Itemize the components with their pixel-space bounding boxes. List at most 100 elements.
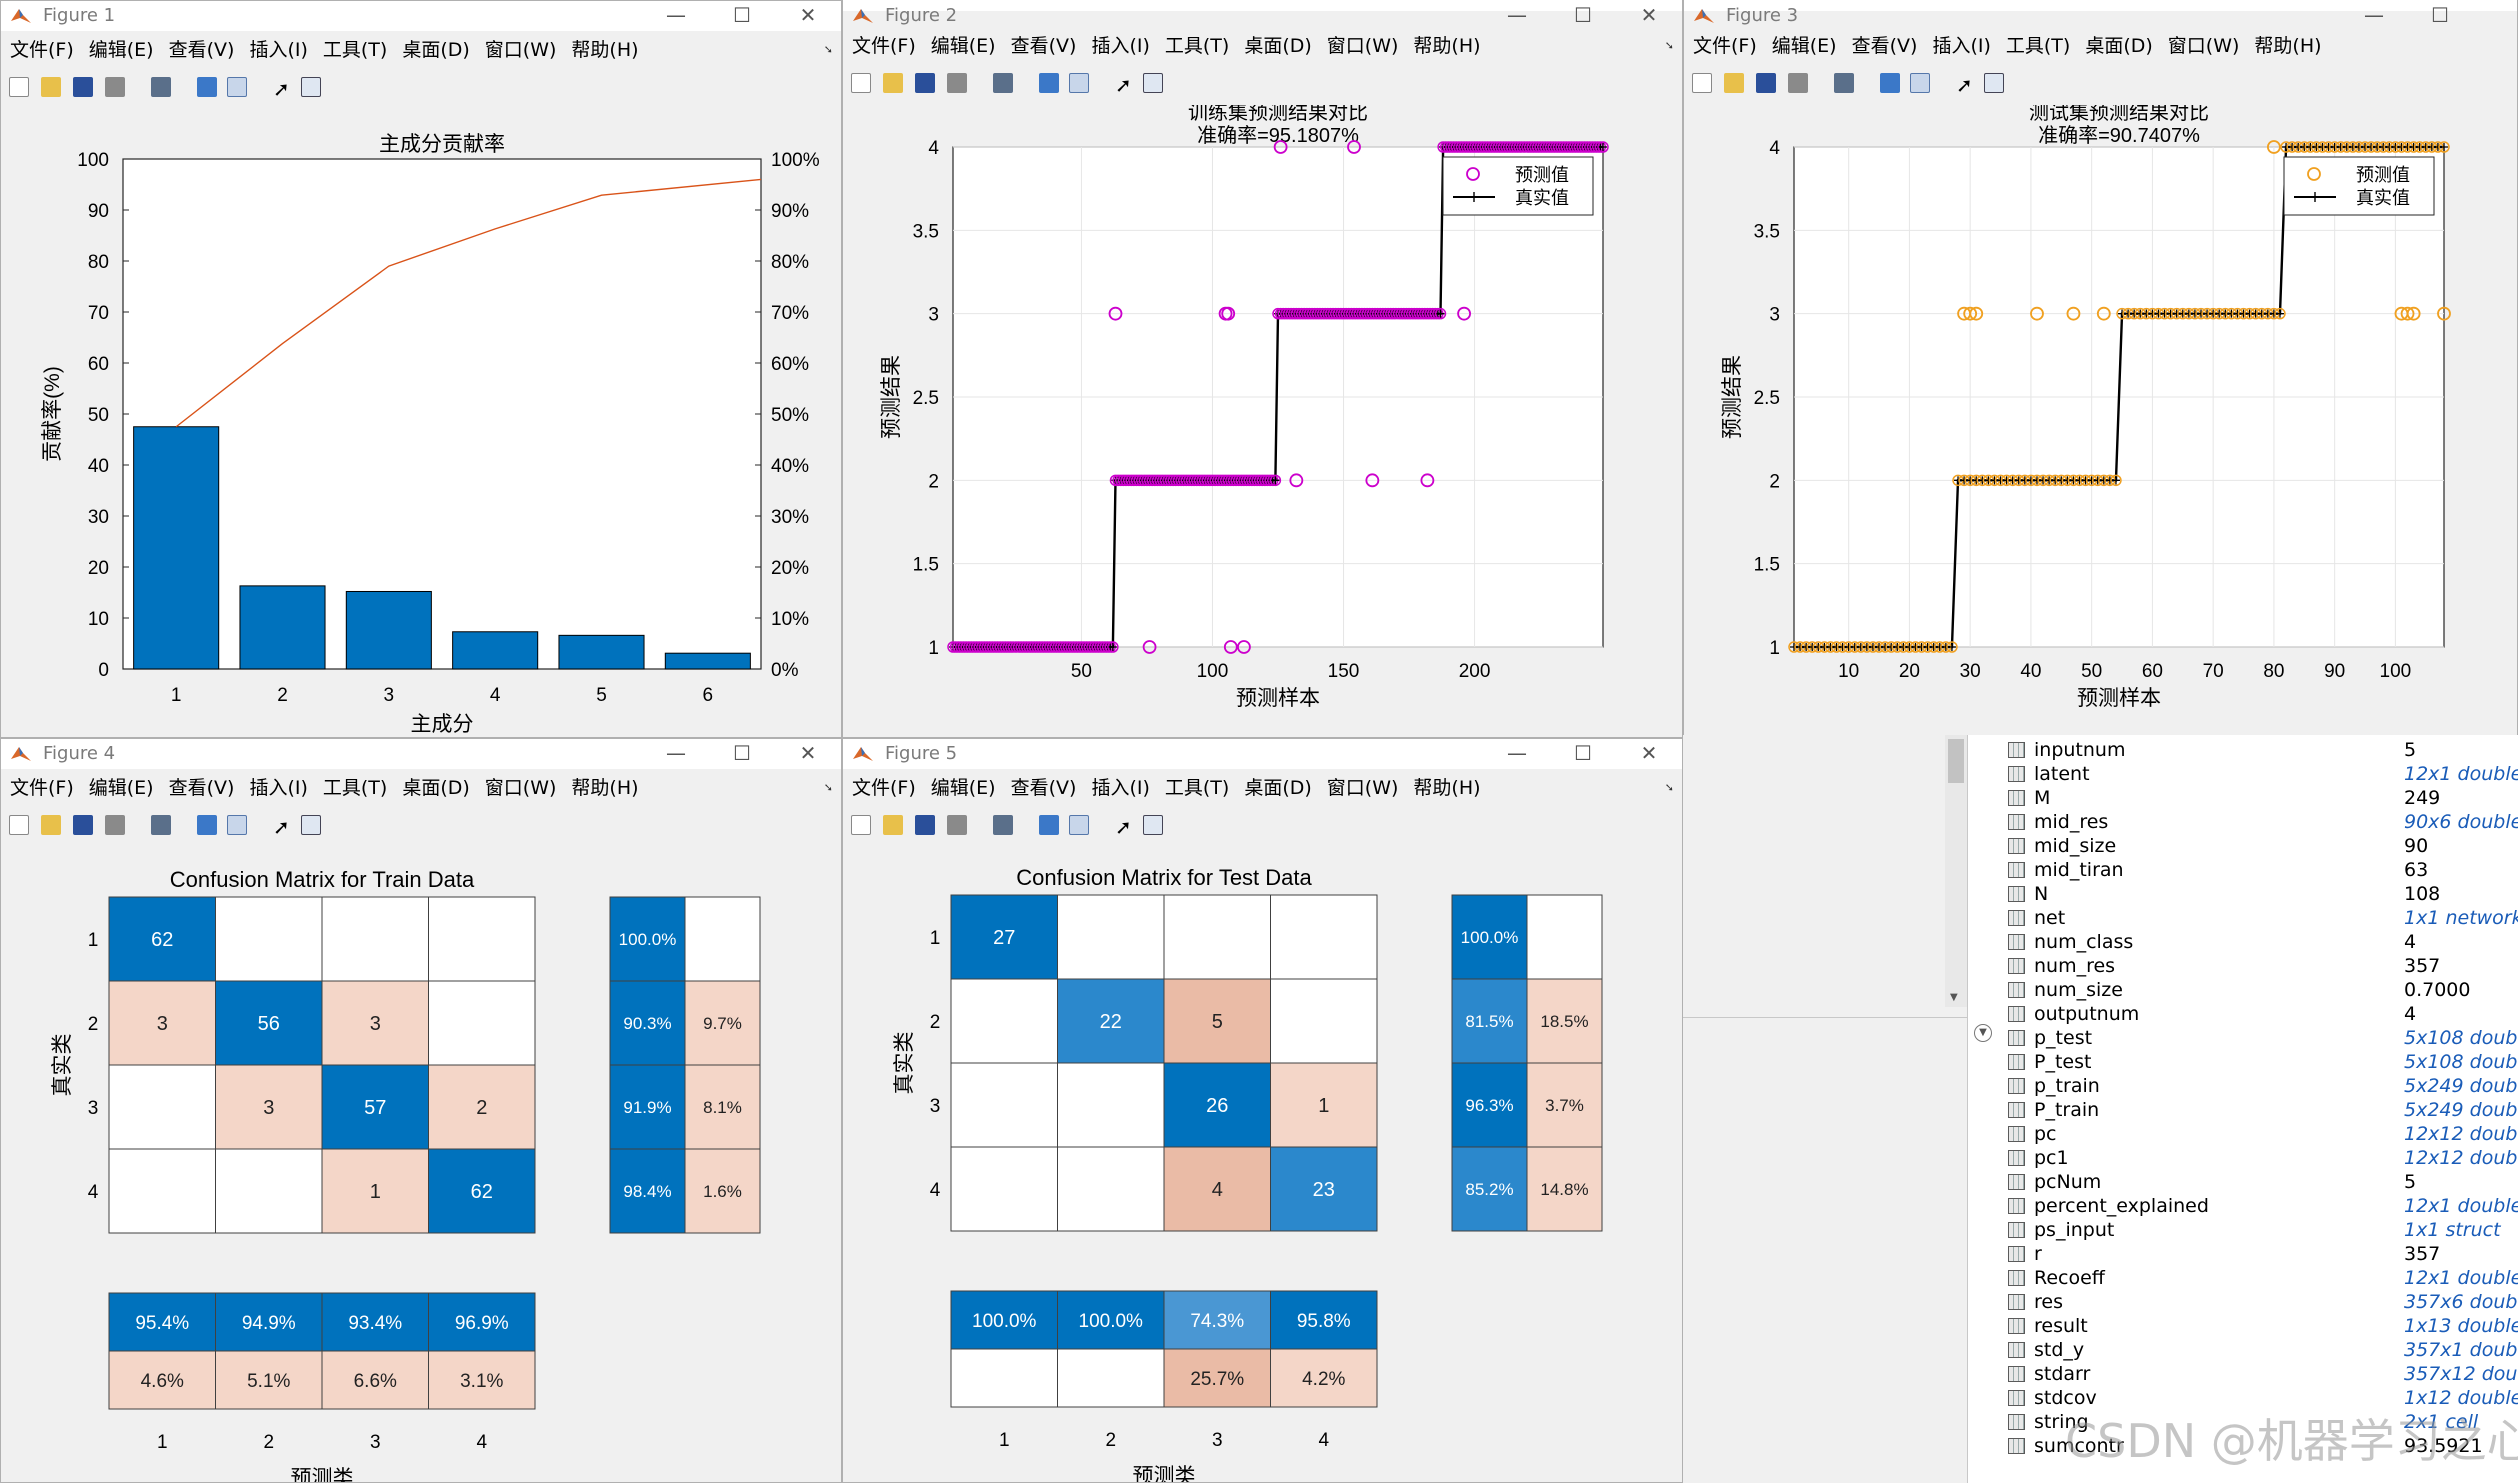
legend-icon[interactable] xyxy=(1910,73,1930,93)
save-icon[interactable] xyxy=(915,73,935,93)
print-icon[interactable] xyxy=(105,815,125,835)
minimize-button[interactable]: — xyxy=(2364,3,2384,27)
menu-file[interactable]: 文件(F) xyxy=(1693,35,1757,57)
legend-icon[interactable] xyxy=(227,77,247,97)
save-icon[interactable] xyxy=(1756,73,1776,93)
menu-overflow-icon[interactable]: ➘ xyxy=(823,781,833,794)
menu-edit[interactable]: 编辑(E) xyxy=(930,35,996,57)
property-inspector-icon[interactable] xyxy=(1143,815,1163,835)
menu-file[interactable]: 文件(F) xyxy=(10,39,74,61)
save-icon[interactable] xyxy=(73,815,93,835)
menu-tools[interactable]: 工具(T) xyxy=(2005,35,2071,57)
print-icon[interactable] xyxy=(947,815,967,835)
menu-help[interactable]: 帮助(H) xyxy=(1413,35,1481,57)
property-inspector-icon[interactable] xyxy=(301,77,321,97)
menu-view[interactable]: 查看(V) xyxy=(1010,777,1077,799)
open-file-icon[interactable] xyxy=(883,815,903,835)
menu-overflow-icon[interactable]: ➘ xyxy=(1664,39,1674,52)
pointer-icon[interactable]: ➚ xyxy=(273,815,290,839)
property-inspector-icon[interactable] xyxy=(301,815,321,835)
print-icon[interactable] xyxy=(1788,73,1808,93)
menu-insert[interactable]: 插入(I) xyxy=(249,39,308,61)
menu-desktop[interactable]: 桌面(D) xyxy=(1244,35,1312,57)
open-file-icon[interactable] xyxy=(41,77,61,97)
legend-icon[interactable] xyxy=(227,815,247,835)
menu-help[interactable]: 帮助(H) xyxy=(1413,777,1481,799)
maximize-button[interactable]: ☐ xyxy=(1574,3,1592,27)
menu-insert[interactable]: 插入(I) xyxy=(1091,777,1150,799)
print-icon[interactable] xyxy=(105,77,125,97)
new-figure-icon[interactable] xyxy=(9,77,29,97)
open-file-icon[interactable] xyxy=(883,73,903,93)
menu-overflow-icon[interactable]: ➘ xyxy=(823,43,833,56)
close-button[interactable]: ✕ xyxy=(1640,3,1658,27)
link-plot-icon[interactable] xyxy=(151,815,171,835)
menu-tools[interactable]: 工具(T) xyxy=(322,777,388,799)
maximize-button[interactable]: ☐ xyxy=(733,3,751,27)
pointer-icon[interactable]: ➚ xyxy=(273,77,290,101)
print-icon[interactable] xyxy=(947,73,967,93)
menu-desktop[interactable]: 桌面(D) xyxy=(1244,777,1312,799)
minimize-button[interactable]: — xyxy=(1507,741,1527,765)
link-plot-icon[interactable] xyxy=(151,77,171,97)
save-icon[interactable] xyxy=(73,77,93,97)
link-plot-icon[interactable] xyxy=(993,73,1013,93)
property-inspector-icon[interactable] xyxy=(1984,73,2004,93)
menu-insert[interactable]: 插入(I) xyxy=(249,777,308,799)
menu-desktop[interactable]: 桌面(D) xyxy=(2085,35,2153,57)
menu-tools[interactable]: 工具(T) xyxy=(322,39,388,61)
menu-insert[interactable]: 插入(I) xyxy=(1932,35,1991,57)
colorbar-icon[interactable] xyxy=(1039,815,1059,835)
colorbar-icon[interactable] xyxy=(1880,73,1900,93)
open-file-icon[interactable] xyxy=(1724,73,1744,93)
menu-desktop[interactable]: 桌面(D) xyxy=(402,777,470,799)
scrollbar-thumb[interactable] xyxy=(1948,739,1964,783)
link-plot-icon[interactable] xyxy=(993,815,1013,835)
new-figure-icon[interactable] xyxy=(9,815,29,835)
close-button[interactable]: ✕ xyxy=(799,741,817,765)
minimize-button[interactable]: — xyxy=(666,741,686,765)
colorbar-icon[interactable] xyxy=(197,815,217,835)
property-inspector-icon[interactable] xyxy=(1143,73,1163,93)
menu-window[interactable]: 窗口(W) xyxy=(1326,777,1399,799)
pointer-icon[interactable]: ➚ xyxy=(1115,73,1132,97)
menu-view[interactable]: 查看(V) xyxy=(1851,35,1918,57)
new-figure-icon[interactable] xyxy=(1692,73,1712,93)
menu-file[interactable]: 文件(F) xyxy=(852,777,916,799)
colorbar-icon[interactable] xyxy=(197,77,217,97)
pointer-icon[interactable]: ➚ xyxy=(1115,815,1132,839)
menu-desktop[interactable]: 桌面(D) xyxy=(402,39,470,61)
maximize-button[interactable]: ☐ xyxy=(2431,3,2449,27)
menu-edit[interactable]: 编辑(E) xyxy=(930,777,996,799)
menu-window[interactable]: 窗口(W) xyxy=(1326,35,1399,57)
menu-edit[interactable]: 编辑(E) xyxy=(88,777,154,799)
menu-tools[interactable]: 工具(T) xyxy=(1164,777,1230,799)
link-plot-icon[interactable] xyxy=(1834,73,1854,93)
menu-edit[interactable]: 编辑(E) xyxy=(88,39,154,61)
menu-window[interactable]: 窗口(W) xyxy=(2167,35,2240,57)
new-figure-icon[interactable] xyxy=(851,815,871,835)
panel-options-icon[interactable]: ▼ xyxy=(1974,1024,1992,1042)
menu-window[interactable]: 窗口(W) xyxy=(484,777,557,799)
scroll-down-icon[interactable]: ▼ xyxy=(1950,992,1958,1003)
menu-window[interactable]: 窗口(W) xyxy=(484,39,557,61)
minimize-button[interactable]: — xyxy=(666,3,686,27)
open-file-icon[interactable] xyxy=(41,815,61,835)
close-button[interactable]: ✕ xyxy=(799,3,817,27)
save-icon[interactable] xyxy=(915,815,935,835)
new-figure-icon[interactable] xyxy=(851,73,871,93)
menu-view[interactable]: 查看(V) xyxy=(1010,35,1077,57)
menu-file[interactable]: 文件(F) xyxy=(852,35,916,57)
minimize-button[interactable]: — xyxy=(1507,3,1527,27)
menu-help[interactable]: 帮助(H) xyxy=(571,39,639,61)
maximize-button[interactable]: ☐ xyxy=(1574,741,1592,765)
close-button[interactable]: ✕ xyxy=(1640,741,1658,765)
legend-icon[interactable] xyxy=(1069,815,1089,835)
menu-view[interactable]: 查看(V) xyxy=(168,777,235,799)
colorbar-icon[interactable] xyxy=(1039,73,1059,93)
menu-help[interactable]: 帮助(H) xyxy=(2254,35,2322,57)
scrollbar[interactable]: ▼ xyxy=(1945,735,1967,1007)
menu-view[interactable]: 查看(V) xyxy=(168,39,235,61)
pointer-icon[interactable]: ➚ xyxy=(1956,73,1973,97)
menu-tools[interactable]: 工具(T) xyxy=(1164,35,1230,57)
